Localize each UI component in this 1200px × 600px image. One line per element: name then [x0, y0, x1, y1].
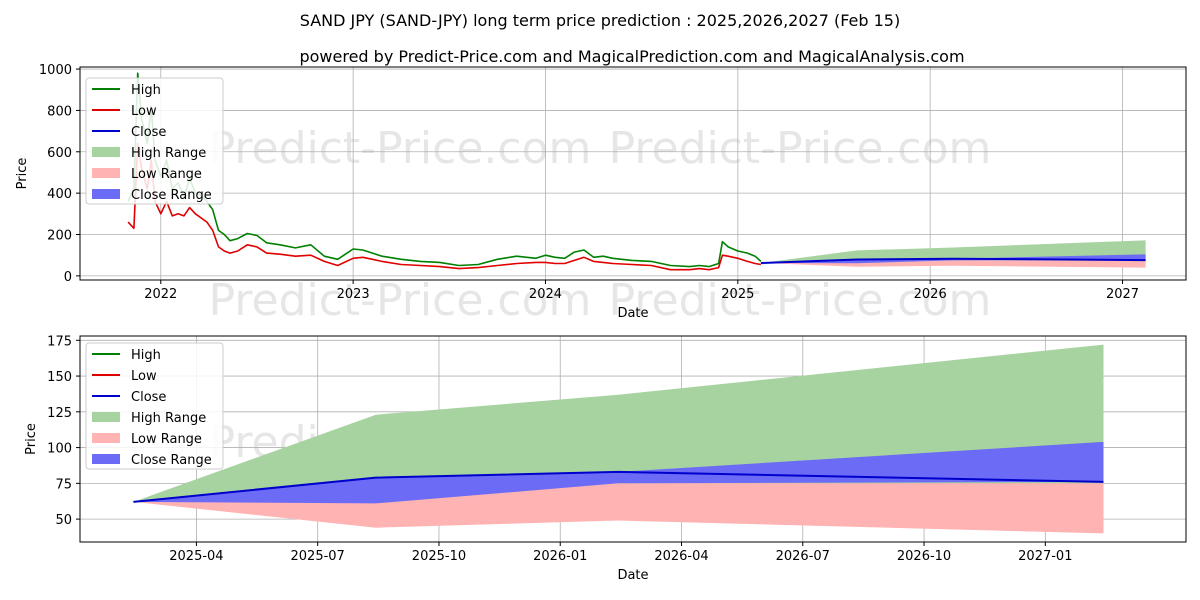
x-tick-label: 2022: [144, 287, 177, 302]
x-tick-label: 2026-10: [897, 549, 951, 564]
legend-item: Low: [92, 369, 157, 384]
x-tick-label: 2025-04: [169, 549, 223, 564]
y-tick-label: 200: [47, 229, 72, 244]
y-tick-label: 125: [47, 406, 72, 421]
legend-item: Close Range: [92, 188, 212, 203]
y-tick-label: 175: [47, 334, 72, 349]
legend-swatch-patch: [92, 433, 120, 443]
legend-item: Close Range: [92, 453, 212, 468]
x-tick-label: 2026: [914, 287, 947, 302]
legend-label: High Range: [131, 146, 206, 161]
x-tick-label: 2025: [721, 287, 754, 302]
legend-item: Close: [92, 390, 166, 405]
x-tick-label: 2024: [529, 287, 562, 302]
legend-label: Low: [131, 369, 157, 384]
x-tick-label: 2026-07: [776, 549, 830, 564]
y-tick-label: 50: [55, 513, 72, 528]
y-axis-label: Price: [24, 423, 39, 455]
legend-label: Close Range: [131, 453, 212, 468]
legend-label: High: [131, 348, 161, 363]
x-tick-label: 2026-01: [533, 549, 587, 564]
legend-label: Close Range: [131, 188, 212, 203]
close-price-line: [760, 257, 1146, 264]
legend-label: High: [131, 83, 161, 98]
y-axis-label: Price: [15, 158, 30, 190]
legend-label: Close: [131, 125, 166, 140]
legend-label: High Range: [131, 411, 206, 426]
y-tick-label: 800: [47, 104, 72, 119]
watermark-text: Predict-Price.com: [209, 275, 592, 326]
legend-box: [85, 342, 224, 470]
legend-swatch-patch: [92, 454, 120, 464]
low-price-line: [127, 142, 762, 271]
y-tick-label: 400: [47, 187, 72, 202]
x-axis-label: Date: [617, 306, 648, 321]
legend-item: Close: [92, 125, 166, 140]
legend-item: High: [92, 83, 161, 98]
x-tick-label: 2025-07: [291, 549, 345, 564]
plot-frame: [79, 66, 1187, 281]
plot-frame: [79, 335, 1187, 543]
x-axis-label: Date: [617, 568, 648, 583]
legend-label: Low Range: [131, 432, 202, 447]
y-tick-label: 100: [47, 442, 72, 457]
chart-title: SAND JPY (SAND-JPY) long term price pred…: [300, 11, 900, 30]
x-tick-label: 2025-10: [412, 549, 466, 564]
legend: High Low Close High Range Low Range Close Ran…: [85, 77, 224, 205]
watermark-text: Predict-Price.com: [609, 123, 992, 174]
y-tick-label: 75: [55, 477, 72, 492]
x-tick-label: 2027: [1106, 287, 1139, 302]
low-range-band: [760, 260, 1146, 268]
legend-item: Low Range: [92, 432, 202, 447]
chart-panel-long-term: Predict-Price.com Predict-Price.com Predic…: [15, 63, 1187, 326]
legend-swatch-patch: [92, 168, 120, 178]
legend-item: Low: [92, 104, 157, 119]
legend-label: Low Range: [131, 167, 202, 182]
x-tick-label: 2026-04: [654, 549, 708, 564]
legend-swatch-patch: [92, 189, 120, 199]
watermark-text: Predict-Price.com: [209, 123, 592, 174]
y-tick-label: 0: [64, 270, 72, 285]
legend-label: Close: [131, 390, 166, 405]
chart-subtitle: powered by Predict-Price.com and Magical…: [299, 47, 964, 66]
legend-item: Low Range: [92, 167, 202, 182]
legend-item: High: [92, 348, 161, 363]
chart-panel-forecast-detail: Predict-Price.comPredict-Price.com2025-0…: [24, 334, 1187, 583]
legend-swatch-patch: [92, 147, 120, 157]
x-tick-label: 2027-01: [1018, 549, 1072, 564]
close-price-line: [133, 470, 1104, 503]
legend: High Low Close High Range Low Range Close Ran…: [85, 342, 224, 470]
low-range-band: [133, 483, 1104, 534]
legend-swatch-patch: [92, 412, 120, 422]
legend-item: High Range: [92, 146, 206, 161]
legend-label: Low: [131, 104, 157, 119]
y-tick-label: 150: [47, 370, 72, 385]
legend-box: [85, 77, 224, 205]
x-tick-label: 2023: [337, 287, 370, 302]
legend-item: High Range: [92, 411, 206, 426]
y-tick-label: 600: [47, 146, 72, 161]
y-tick-label: 1000: [39, 63, 72, 78]
watermark-text: Predict-Price.com: [609, 275, 992, 326]
